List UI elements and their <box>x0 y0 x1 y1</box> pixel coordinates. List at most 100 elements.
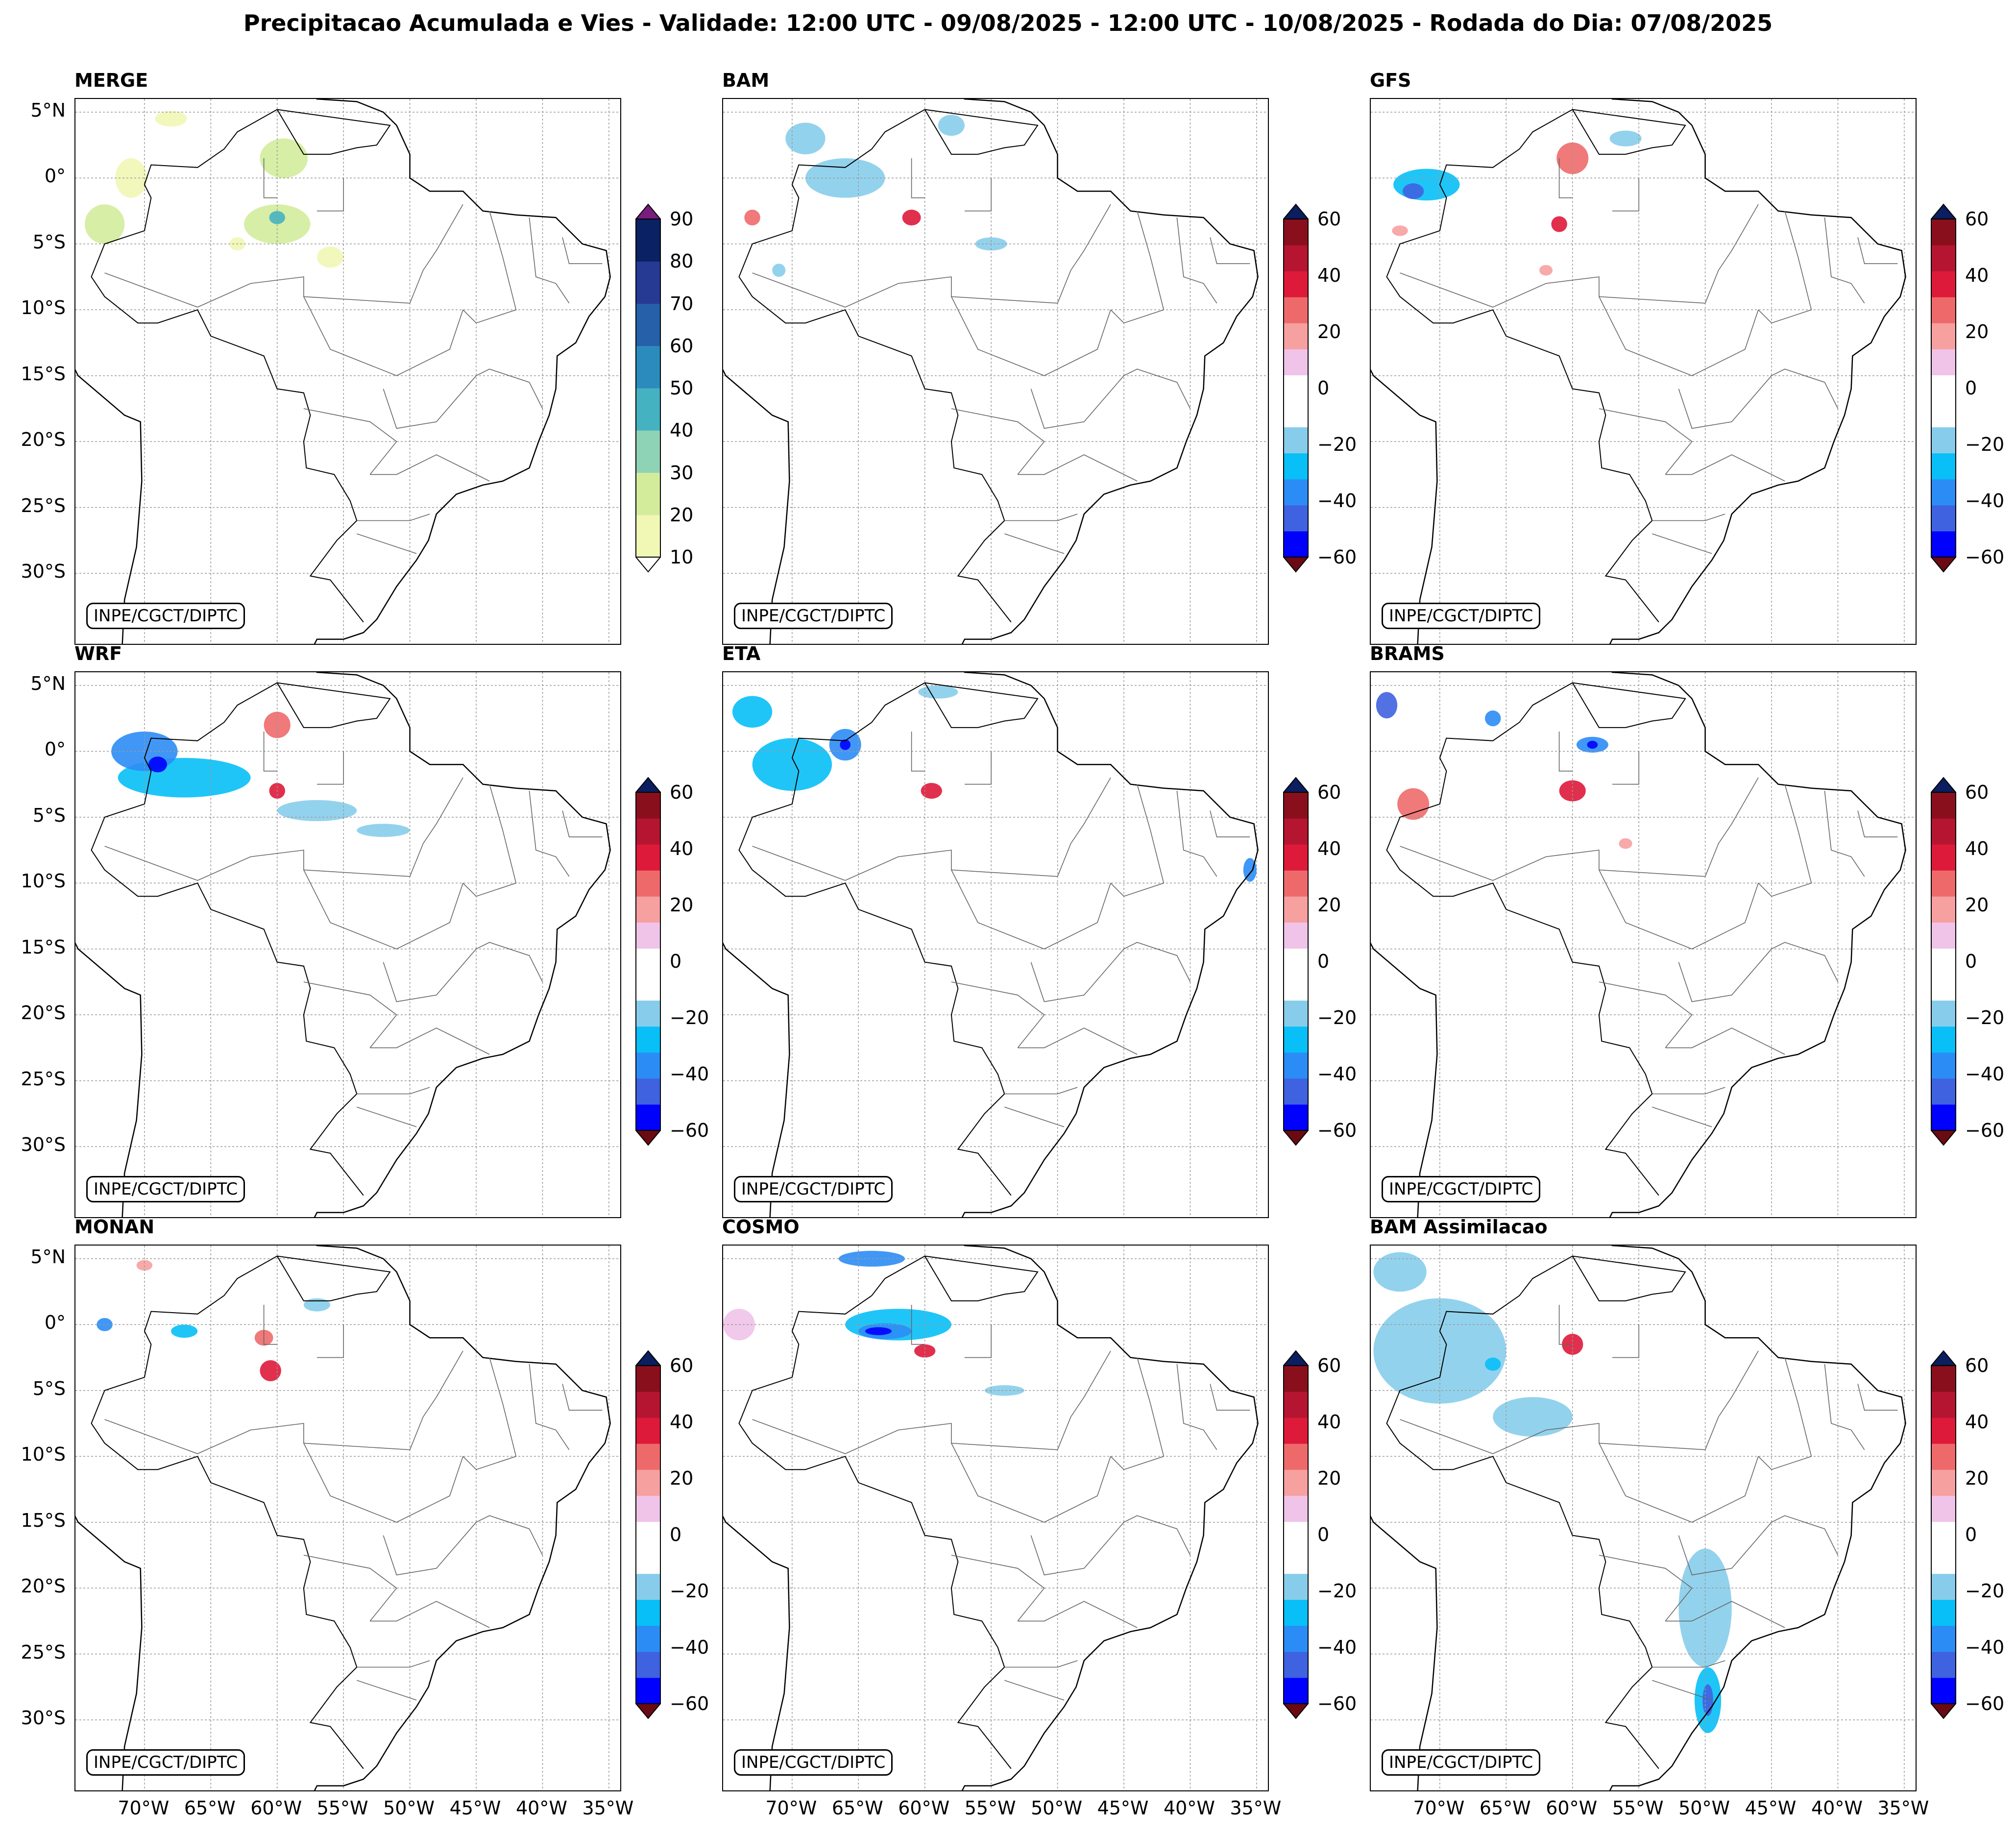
colorbar-segment <box>1931 1651 1956 1678</box>
figure-title: Precipitacao Acumulada e Vies - Validade… <box>243 10 1773 36</box>
latitude-label: 30°S <box>21 1707 66 1729</box>
colorbar-segment <box>1284 896 1308 923</box>
colorbar-tick-label: 60 <box>670 782 694 803</box>
colorbar-tick-label: −40 <box>1317 1063 1357 1085</box>
coastline-border <box>723 369 790 644</box>
colorbar-segment <box>1284 1078 1308 1105</box>
credit-label: INPE/CGCT/DIPTC <box>1382 1176 1541 1202</box>
colorbar-segment <box>636 388 660 431</box>
credit-label: INPE/CGCT/DIPTC <box>1382 603 1541 629</box>
colorbar-over-arrow <box>1930 1350 1957 1366</box>
colorbar-segment <box>636 1677 660 1704</box>
longitude-label: 55°W <box>316 1797 368 1819</box>
colorbar-segment <box>1284 219 1308 245</box>
colorbar-tick-label: 20 <box>1965 321 1989 342</box>
colorbar-segment <box>1284 1599 1308 1626</box>
colorbar-segment <box>636 1052 660 1079</box>
coastline-border <box>91 109 391 623</box>
latitude-label: 5°N <box>30 1246 66 1268</box>
state-border <box>1758 784 1812 897</box>
colorbar-tick-label: −60 <box>1965 546 2005 568</box>
colorbar-segment <box>1284 427 1308 454</box>
precip-area <box>838 1250 905 1267</box>
colorbar: 60 40 20 0 −20 −40 −60 <box>634 1350 709 1721</box>
colorbar-over-arrow <box>1930 203 1957 220</box>
credit-label: INPE/CGCT/DIPTC <box>86 1749 245 1776</box>
panel-title: BAM Assimilacao <box>1370 1216 1548 1238</box>
colorbar-segment <box>636 948 660 975</box>
coastline-border <box>1386 109 1686 623</box>
latitude-label: 30°S <box>21 561 66 583</box>
colorbar-segment <box>1931 1547 1956 1574</box>
latitude-label: 5°S <box>32 1377 66 1399</box>
precip-area <box>1619 838 1632 849</box>
map-graphic <box>723 99 1268 644</box>
state-border <box>1678 942 1839 1003</box>
longitude-label: 70°W <box>765 1797 817 1819</box>
state-border <box>1030 368 1191 429</box>
colorbar-tick-label: 40 <box>1965 838 1989 859</box>
colorbar-segment <box>1931 219 1956 245</box>
colorbar-tick-label: 60 <box>1965 1355 1989 1376</box>
colorbar-segment <box>636 1418 660 1444</box>
colorbar-tick-label: 60 <box>1965 782 1989 803</box>
state-border <box>1665 1601 1785 1628</box>
colorbar-tick-label: 40 <box>670 419 694 441</box>
colorbar-segment <box>1931 271 1956 297</box>
colorbar-segment <box>1931 922 1956 949</box>
colorbar-tick-label: 60 <box>1317 1355 1341 1376</box>
colorbar-tick-label: −20 <box>1317 434 1357 455</box>
panel-title: MERGE <box>74 70 148 91</box>
colorbar-segment <box>636 1104 660 1131</box>
colorbar-tick-label: 90 <box>670 208 694 230</box>
state-border <box>529 790 570 877</box>
coastline-border <box>723 1516 790 1790</box>
map-area: INPE/CGCT/DIPTC <box>722 671 1269 1218</box>
colorbar-tick-label: 0 <box>1317 951 1330 972</box>
colorbar-tick-label: −20 <box>670 1580 709 1602</box>
latitude-label: 5°S <box>32 231 66 253</box>
state-border <box>303 1555 397 1621</box>
colorbar-tick-label: 20 <box>670 1467 694 1489</box>
state-border <box>1652 1680 1712 1701</box>
state-border <box>303 408 397 475</box>
longitude-label: 55°W <box>1612 1797 1664 1819</box>
state-border <box>1612 1324 1639 1358</box>
colorbar-segment <box>636 1026 660 1053</box>
coastline-border <box>1609 672 1906 1217</box>
state-border <box>911 732 925 772</box>
latitude-label: 5°N <box>30 99 66 121</box>
colorbar-tick-label: −40 <box>1965 1637 2005 1658</box>
precip-area <box>840 739 851 750</box>
panel-title: ETA <box>722 643 761 664</box>
colorbar-segment <box>1284 1026 1308 1053</box>
precip-area <box>1393 169 1460 201</box>
colorbar-tick-label: −20 <box>1965 434 2005 455</box>
colorbar-segment <box>636 1521 660 1548</box>
colorbar-over-arrow <box>1282 203 1310 220</box>
colorbar-graphic <box>634 203 662 573</box>
longitude-label: 60°W <box>1546 1797 1598 1819</box>
colorbar-segment <box>636 792 660 819</box>
colorbar-segment <box>1931 974 1956 1001</box>
map-graphic <box>1371 672 1916 1217</box>
panel-title: BAM <box>722 70 770 91</box>
colorbar-tick-label: −60 <box>1317 1693 1357 1714</box>
state-border <box>1558 158 1573 198</box>
colorbar: 60 40 20 0 −20 −40 −60 <box>1930 1350 2004 1721</box>
colorbar-over-arrow <box>634 203 662 220</box>
colorbar-segment <box>1284 349 1308 375</box>
colorbar-tick-label: 20 <box>1317 1467 1341 1489</box>
credit-label: INPE/CGCT/DIPTC <box>86 603 245 629</box>
state-border <box>951 1555 1045 1621</box>
state-border <box>357 1680 417 1701</box>
latitude-label: 5°N <box>30 672 66 694</box>
colorbar-tick-label: 0 <box>1965 377 1977 399</box>
precip-area <box>752 738 832 791</box>
colorbar-segment <box>636 219 660 262</box>
colorbar-segment <box>636 818 660 845</box>
colorbar-segment <box>1931 1677 1956 1704</box>
state-border <box>462 784 517 897</box>
state-border <box>383 942 543 1003</box>
state-border <box>1030 942 1191 1003</box>
